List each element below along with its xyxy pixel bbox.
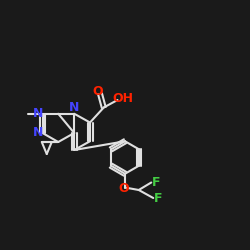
Text: N: N: [69, 101, 80, 114]
Text: O: O: [118, 182, 129, 195]
Text: O: O: [93, 85, 103, 98]
Text: N: N: [33, 107, 43, 120]
Text: F: F: [152, 176, 160, 189]
Text: N: N: [33, 126, 43, 140]
Text: F: F: [154, 192, 162, 204]
Text: OH: OH: [112, 92, 133, 105]
